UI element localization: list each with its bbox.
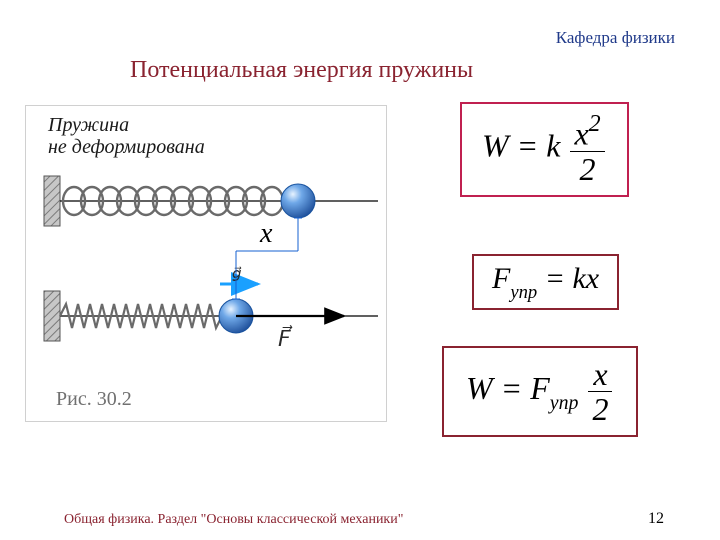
spring-figure: Пружина не деформирована xyxy=(25,105,387,422)
eq1-den: 2 xyxy=(570,152,604,185)
eq3-den: 2 xyxy=(588,392,612,425)
eq3-W: W xyxy=(466,370,493,406)
page-title: Потенциальная энергия пружины xyxy=(130,57,473,84)
eq1-fraction: x2 2 xyxy=(570,114,604,185)
top-spring-group xyxy=(44,176,378,226)
eq3-F: F xyxy=(530,370,550,406)
eq1-W: W xyxy=(482,128,509,164)
equation-force: Fупр = kx xyxy=(472,254,619,310)
bottom-spring-group: g⃗ F⃗ xyxy=(44,266,378,351)
svg-text:g⃗: g⃗ xyxy=(232,266,242,282)
eq1-k: k xyxy=(546,128,560,164)
eq1-eq: = xyxy=(509,128,547,164)
department-label: Кафедра физики xyxy=(556,28,675,48)
eq2-k: k xyxy=(572,262,585,295)
equation-energy: W = k x2 2 xyxy=(460,102,629,197)
figure-caption-line1: Пружина xyxy=(48,114,248,137)
page-number: 12 xyxy=(648,510,664,528)
footer-text: Общая физика. Раздел "Основы классическо… xyxy=(64,512,403,528)
eq3-fraction: x 2 xyxy=(588,358,612,425)
eq3-x: x xyxy=(588,358,612,392)
eq3-eq: = xyxy=(493,370,531,406)
equation-work: W = Fупр x 2 xyxy=(442,346,638,437)
figure-number: Рис. 30.2 xyxy=(56,388,132,411)
eq3-sub: упр xyxy=(550,392,579,414)
eq1-exp: 2 xyxy=(589,111,601,137)
svg-text:F⃗: F⃗ xyxy=(278,325,293,351)
figure-caption-line2: не деформирована xyxy=(48,136,248,159)
eq2-F: F xyxy=(492,262,510,295)
x-label: x xyxy=(260,218,272,250)
eq2-sub: упр xyxy=(510,282,537,303)
eq1-x: x xyxy=(574,116,588,152)
eq2-eq: = xyxy=(537,262,572,295)
eq2-x: x xyxy=(586,262,599,295)
